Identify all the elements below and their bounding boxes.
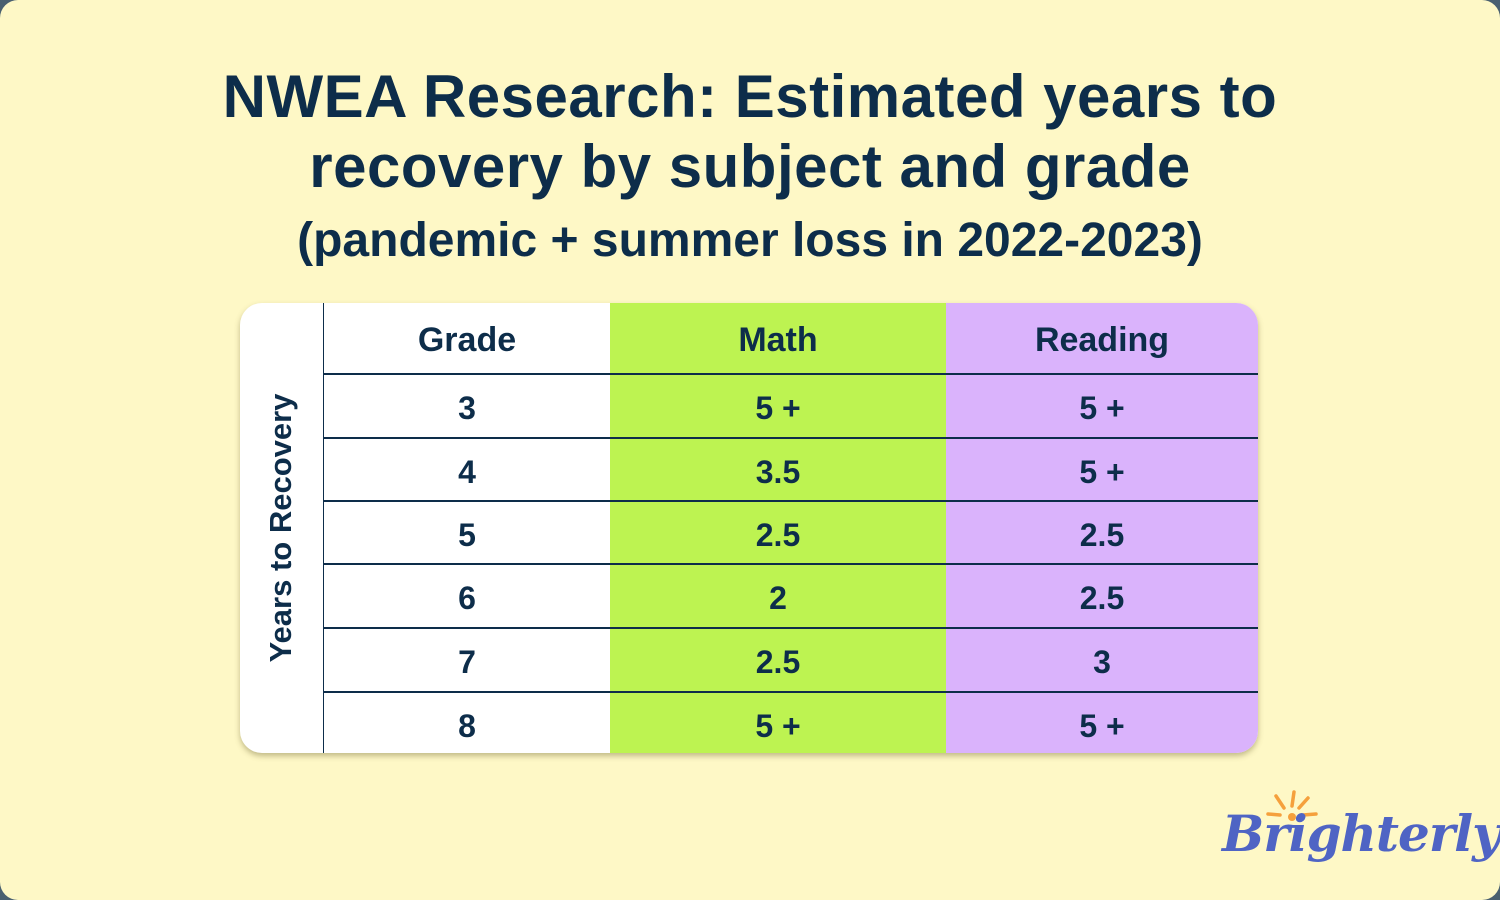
- math-column: Math 5 + 3.5 2.5 2 2.5 5 +: [610, 303, 946, 753]
- reading-cell: 2.5: [1079, 580, 1125, 616]
- reading-header: Reading: [1034, 321, 1170, 359]
- grade-cell: 3: [458, 390, 476, 426]
- subtitle: (pandemic + summer loss in 2022-2023): [297, 214, 1203, 267]
- grade-cell: 5: [458, 517, 476, 553]
- reading-cell: 2.5: [1079, 517, 1125, 553]
- brighterly-logo: Brighterly: [1222, 790, 1500, 870]
- math-cell: 2.5: [755, 644, 801, 680]
- grade-cell: 7: [458, 644, 476, 680]
- row-divider: [324, 691, 1258, 693]
- row-divider: [324, 437, 1258, 439]
- math-cell: 2: [769, 580, 787, 616]
- grade-cell: 6: [458, 580, 476, 616]
- title-line-1: NWEA Research: Estimated years to: [222, 63, 1278, 130]
- math-cell: 2.5: [755, 517, 801, 553]
- reading-column: Reading 5 + 5 + 2.5 2.5 3 5 +: [946, 303, 1258, 753]
- years-to-recovery-label: Years to Recovery: [263, 393, 298, 663]
- row-divider: [324, 563, 1258, 565]
- row-divider: [324, 627, 1258, 629]
- grade-header: Grade: [417, 321, 517, 359]
- row-divider: [324, 373, 1258, 375]
- row-divider: [324, 500, 1258, 502]
- reading-cell: 3: [1093, 644, 1111, 680]
- math-cell: 5 +: [755, 390, 801, 426]
- side-label-column: Years to Recovery: [240, 303, 324, 753]
- reading-cell: 5 +: [1079, 390, 1125, 426]
- title-line-2: recovery by subject and grade: [309, 133, 1191, 200]
- reading-cell: 5 +: [1079, 708, 1125, 744]
- reading-cell: 5 +: [1079, 454, 1125, 490]
- math-cell: 5 +: [755, 708, 801, 744]
- sun-icon: [1266, 790, 1318, 821]
- logo-text: Brighterly: [1222, 804, 1500, 863]
- grade-cell: 4: [458, 454, 476, 490]
- grade-column: Grade 3 4 5 6 7 8: [324, 303, 610, 753]
- grade-cell: 8: [458, 708, 476, 744]
- recovery-table: Years to Recovery Grade 3 4 5 6 7 8 Math…: [240, 303, 1258, 753]
- math-cell: 3.5: [755, 454, 801, 490]
- math-header: Math: [738, 321, 818, 359]
